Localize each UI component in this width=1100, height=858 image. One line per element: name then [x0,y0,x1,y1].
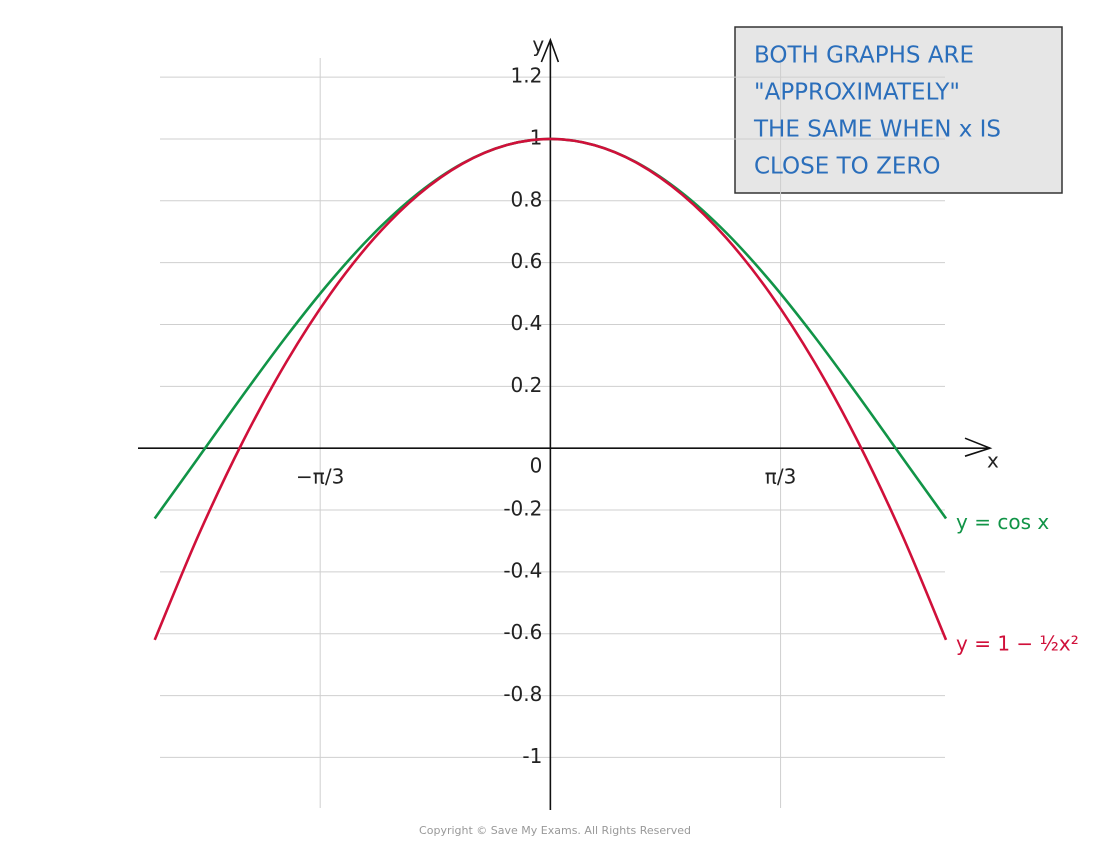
y-tick-label: 1 [530,125,543,149]
y-tick-label: -0.6 [503,620,542,644]
curve [153,137,948,641]
series-label: y = cos x [956,510,1049,534]
annotation-line: BOTH GRAPHS ARE [754,43,974,69]
y-tick-label: -0.2 [503,497,542,521]
x-tick-label: −π/3 [296,465,344,489]
y-tick-label: 0.8 [511,187,543,211]
annotation-line: "APPROXIMATELY" [754,80,960,106]
y-tick-label: -0.8 [503,682,542,706]
x-arrow [964,437,993,457]
x-axis-label: x [987,449,999,473]
y-tick-label: 0.6 [511,249,543,273]
y-tick-label: 0.2 [511,373,543,397]
y-tick-label: -1 [522,744,542,768]
footer: Copyright © Save My Exams. All Rights Re… [419,824,691,837]
y-tick-label: 0.4 [511,311,543,335]
x-tick-label: π/3 [765,465,797,489]
y-tick-label: 1.2 [511,64,543,88]
series-label: y = 1 − ½x² [956,631,1079,655]
y-tick-label: 0 [530,454,543,478]
annotation-line: THE SAME WHEN x IS [753,117,1001,143]
annotation-line: CLOSE TO ZERO [754,154,940,180]
y-axis-label: y [532,33,544,57]
annotation-box [734,26,1063,194]
y-arrow [540,37,560,63]
y-tick-label: -0.4 [503,558,542,582]
